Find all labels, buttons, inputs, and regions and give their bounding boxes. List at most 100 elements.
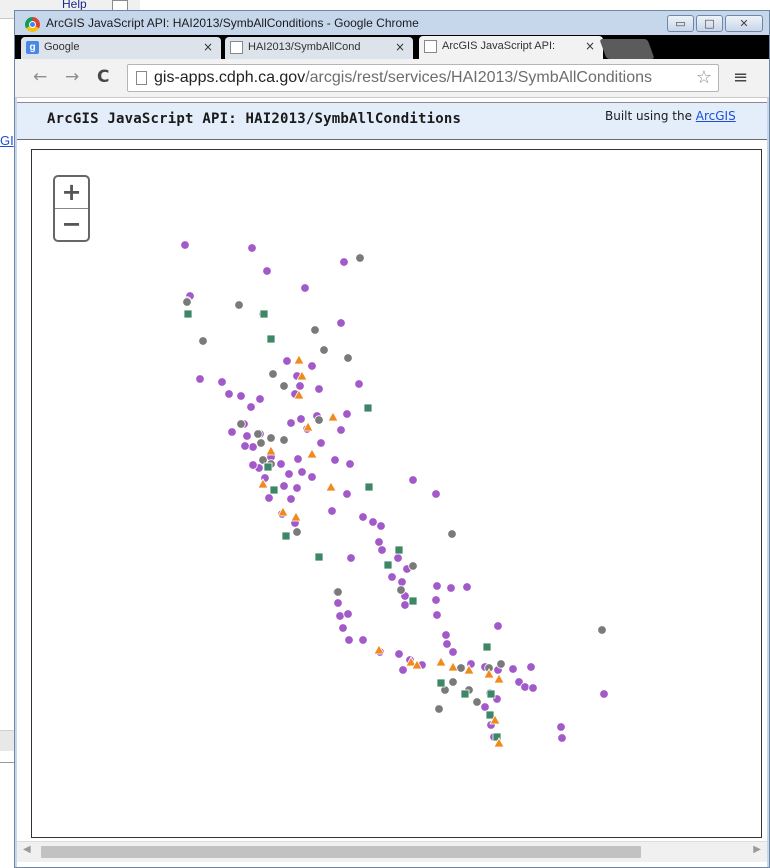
map-marker-square[interactable] (183, 309, 193, 319)
tab-close-icon[interactable]: × (202, 40, 213, 54)
map-marker-triangle[interactable] (277, 506, 289, 517)
map-marker-square[interactable] (281, 531, 291, 541)
map-marker-purple[interactable] (432, 581, 442, 591)
map-marker-gray[interactable] (292, 527, 302, 537)
map-marker-purple[interactable] (432, 610, 442, 620)
map-marker-purple[interactable] (346, 553, 356, 563)
map-marker-purple[interactable] (224, 389, 234, 399)
map-marker-purple[interactable] (358, 635, 368, 645)
map-marker-square[interactable] (486, 689, 496, 699)
back-button[interactable]: ← (33, 67, 48, 87)
zoom-in-button[interactable]: + (55, 177, 88, 209)
map-marker-purple[interactable] (195, 374, 205, 384)
map-marker-triangle[interactable] (373, 644, 385, 655)
map-marker-purple[interactable] (345, 459, 355, 469)
map-marker-purple[interactable] (342, 489, 352, 499)
map-marker-triangle[interactable] (290, 511, 302, 522)
map-marker-purple[interactable] (335, 611, 345, 621)
close-window-button[interactable]: ✕ (725, 15, 763, 32)
map-marker-purple[interactable] (480, 702, 490, 712)
map-marker-purple[interactable] (462, 582, 472, 592)
map-marker-gray[interactable] (256, 438, 266, 448)
url-text[interactable]: gis-apps.cdph.ca.gov/arcgis/rest/service… (154, 69, 694, 87)
map-marker-purple[interactable] (248, 442, 258, 452)
scrollbar-thumb[interactable] (41, 846, 641, 858)
tab-hai2013[interactable]: HAI2013/SymbAllCond × (225, 37, 413, 59)
map-view[interactable]: + − (31, 149, 762, 838)
map-marker-purple[interactable] (508, 664, 518, 674)
map-marker-purple[interactable] (442, 639, 452, 649)
map-marker-gray[interactable] (396, 585, 406, 595)
map-marker-purple[interactable] (368, 517, 378, 527)
map-marker-purple[interactable] (336, 425, 346, 435)
map-marker-gray[interactable] (408, 561, 418, 571)
map-marker-purple[interactable] (374, 537, 384, 547)
map-marker-purple[interactable] (393, 553, 403, 563)
map-marker-square[interactable] (269, 485, 279, 495)
map-marker-purple[interactable] (236, 391, 246, 401)
map-marker-triangle[interactable] (327, 411, 339, 422)
map-marker-gray[interactable] (198, 336, 208, 346)
map-marker-purple[interactable] (300, 283, 310, 293)
map-marker-purple[interactable] (276, 459, 286, 469)
map-marker-purple[interactable] (446, 583, 456, 593)
map-marker-triangle[interactable] (447, 661, 459, 672)
map-marker-purple[interactable] (514, 677, 524, 687)
map-marker-purple[interactable] (358, 512, 368, 522)
map-marker-purple[interactable] (295, 381, 305, 391)
map-marker-triangle[interactable] (489, 714, 501, 725)
map-marker-square[interactable] (485, 710, 495, 720)
map-marker-purple[interactable] (398, 665, 408, 675)
map-marker-purple[interactable] (343, 609, 353, 619)
horizontal-scrollbar[interactable]: ◀ ▶ (17, 841, 767, 862)
map-marker-purple[interactable] (408, 475, 418, 485)
map-marker-purple[interactable] (307, 472, 317, 482)
map-marker-gray[interactable] (310, 325, 320, 335)
map-marker-square[interactable] (363, 403, 373, 413)
map-marker-purple[interactable] (242, 431, 252, 441)
map-marker-gray[interactable] (266, 433, 276, 443)
scroll-right-arrow[interactable]: ▶ (753, 844, 761, 855)
map-marker-gray[interactable] (314, 415, 324, 425)
map-marker-gray[interactable] (234, 300, 244, 310)
map-marker-gray[interactable] (343, 353, 353, 363)
map-marker-purple[interactable] (526, 662, 536, 672)
map-marker-purple[interactable] (282, 356, 292, 366)
map-marker-purple[interactable] (354, 379, 364, 389)
minimize-button[interactable]: ▭ (667, 15, 694, 32)
bookmark-star-icon[interactable]: ☆ (695, 67, 712, 88)
map-marker-triangle[interactable] (306, 448, 318, 459)
map-marker-purple[interactable] (431, 595, 441, 605)
map-marker-gray[interactable] (333, 587, 343, 597)
map-marker-purple[interactable] (255, 394, 265, 404)
map-marker-purple[interactable] (339, 257, 349, 267)
map-marker-gray[interactable] (496, 659, 506, 669)
map-marker-purple[interactable] (248, 460, 258, 470)
map-marker-triangle[interactable] (493, 737, 505, 748)
map-marker-purple[interactable] (279, 481, 289, 491)
map-marker-purple[interactable] (264, 493, 274, 503)
map-marker-purple[interactable] (286, 494, 296, 504)
map-marker-purple[interactable] (493, 621, 503, 631)
map-marker-purple[interactable] (227, 427, 237, 437)
new-tab-button[interactable] (599, 39, 655, 59)
chrome-menu-button[interactable]: ≡ (733, 67, 749, 88)
map-marker-purple[interactable] (247, 243, 257, 253)
map-marker-triangle[interactable] (257, 478, 269, 489)
map-marker-square[interactable] (266, 334, 276, 344)
map-marker-square[interactable] (436, 678, 446, 688)
map-marker-triangle[interactable] (483, 668, 495, 679)
map-marker-triangle[interactable] (265, 445, 277, 456)
map-marker-purple[interactable] (344, 635, 354, 645)
map-marker-purple[interactable] (286, 418, 296, 428)
map-marker-purple[interactable] (431, 489, 441, 499)
map-marker-purple[interactable] (599, 689, 609, 699)
map-marker-purple[interactable] (376, 521, 386, 531)
map-marker-purple[interactable] (338, 623, 348, 633)
map-marker-triangle[interactable] (463, 664, 475, 675)
map-marker-gray[interactable] (279, 381, 289, 391)
map-marker-purple[interactable] (284, 469, 294, 479)
map-marker-triangle[interactable] (405, 656, 417, 667)
map-marker-purple[interactable] (556, 722, 566, 732)
map-marker-purple[interactable] (441, 630, 451, 640)
